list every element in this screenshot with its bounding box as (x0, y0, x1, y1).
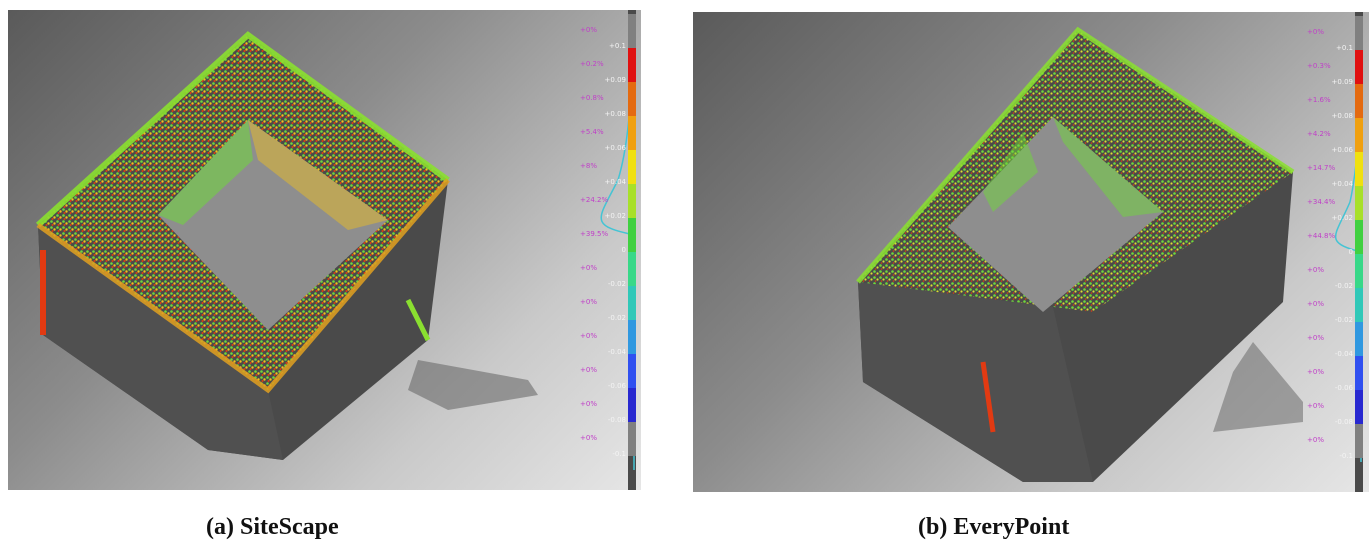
scale-value-label: -0.08 (607, 416, 626, 424)
scale-value-label: +0.06 (604, 144, 626, 152)
scale-band (628, 320, 636, 354)
scale-band (1355, 288, 1363, 322)
scale-band (1355, 16, 1363, 50)
scale-band (628, 388, 636, 422)
scale-percent-label: +0% (1307, 368, 1324, 376)
scale-percent-label: +0% (1307, 436, 1324, 444)
scale-value-label: -0.04 (1334, 350, 1353, 358)
caption-everypoint: (b) EveryPoint (918, 514, 1070, 540)
scale-band (628, 184, 636, 218)
scale-percent-label: +0% (1307, 402, 1324, 410)
scale-value-label: +0.08 (604, 110, 626, 118)
scale-value-label: -0.1 (1339, 452, 1353, 460)
scale-value-label: -0.02 (607, 280, 626, 288)
scale-band (628, 422, 636, 456)
scale-percent-label: +1.6% (1307, 96, 1331, 104)
scale-value-label: +0.06 (1331, 146, 1353, 154)
scale-band (1355, 152, 1363, 186)
scale-band (628, 48, 636, 82)
scale-value-label: +0.1 (1336, 44, 1353, 52)
scale-percent-label: +0% (580, 264, 597, 272)
scale-band (628, 14, 636, 48)
scale-percent-label: +8% (580, 162, 597, 170)
scale-band (1355, 50, 1363, 84)
scale-value-label: -0.1 (612, 450, 626, 458)
scale-value-label: -0.02 (607, 314, 626, 322)
scale-value-label: -0.02 (1334, 282, 1353, 290)
scale-value-label: +0.09 (1331, 78, 1353, 86)
scale-percent-label: +34.4% (1307, 198, 1336, 206)
scale-band (1355, 186, 1363, 220)
scale-percent-label: +0% (1307, 28, 1324, 36)
scale-percent-label: +4.2% (1307, 130, 1331, 138)
scale-percent-label: +0% (580, 26, 597, 34)
scale-percent-label: +0.3% (1307, 62, 1331, 70)
scale-percent-label: +0.8% (580, 94, 604, 102)
scale-value-label: -0.08 (1334, 418, 1353, 426)
scale-band (628, 354, 636, 388)
scale-value-label: +0.09 (604, 76, 626, 84)
scale-value-label: +0.02 (1331, 214, 1353, 222)
scale-band (1355, 254, 1363, 288)
scale-percent-label: +0% (1307, 334, 1324, 342)
scale-band (1355, 356, 1363, 390)
scale-percent-label: +0% (1307, 266, 1324, 274)
point-cloud-render (35, 31, 538, 460)
scale-value-label: +0.04 (1331, 180, 1353, 188)
scale-percent-label: +0% (1307, 300, 1324, 308)
scale-percent-label: +5.4% (580, 128, 604, 136)
scale-percent-label: +14.7% (1307, 164, 1336, 172)
scale-band (1355, 390, 1363, 424)
scale-percent-label: +0% (580, 298, 597, 306)
scale-value-label: +0.1 (609, 42, 626, 50)
scale-value-label: +0.02 (604, 212, 626, 220)
point-cloud-panel-sitescape: +0.1 +0.09 +0.08 +0.06 +0.04 +0.02 0 -0.02 -0.02… (8, 10, 641, 490)
scale-value-label: -0.06 (1334, 384, 1353, 392)
scale-value-label: 0 (1348, 248, 1353, 256)
scale-percent-label: +44.8% (1307, 232, 1336, 240)
point-cloud-render (856, 26, 1303, 482)
scale-percent-label: +24.2% (580, 196, 609, 204)
scale-value-label: -0.04 (607, 348, 626, 356)
scale-value-label: -0.02 (1334, 316, 1353, 324)
scale-value-label: -0.06 (607, 382, 626, 390)
scale-band (628, 286, 636, 320)
scale-band (1355, 84, 1363, 118)
caption-sitescape: (a) SiteScape (206, 514, 339, 540)
scale-band (628, 150, 636, 184)
scale-band (1355, 424, 1363, 458)
scale-band (1355, 322, 1363, 356)
scale-value-label: +0.08 (1331, 112, 1353, 120)
scale-percent-label: +0% (580, 434, 597, 442)
scale-percent-label: +0% (580, 332, 597, 340)
scale-value-label: +0.04 (604, 178, 626, 186)
scale-value-label: 0 (621, 246, 626, 254)
scale-band (628, 218, 636, 252)
scale-band (1355, 220, 1363, 254)
scale-band (1355, 118, 1363, 152)
scale-band (628, 252, 636, 286)
scale-percent-label: +0% (580, 400, 597, 408)
point-cloud-panel-everypoint: +0.1 +0.09 +0.08 +0.06 +0.04 +0.02 0 -0.02 -0.02… (693, 12, 1369, 492)
scale-band (628, 82, 636, 116)
scale-band (628, 116, 636, 150)
scale-percent-label: +39.5% (580, 230, 609, 238)
scale-percent-label: +0% (580, 366, 597, 374)
scale-percent-label: +0.2% (580, 60, 604, 68)
